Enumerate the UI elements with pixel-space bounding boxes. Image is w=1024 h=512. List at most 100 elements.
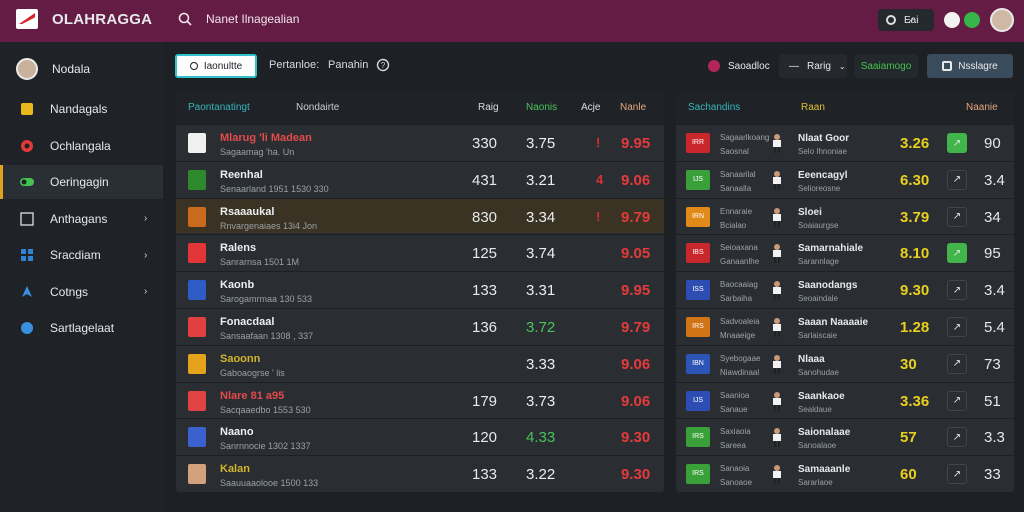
team-name[interactable]: Nlare 81 a95 (220, 389, 285, 402)
search-icon[interactable] (178, 12, 192, 26)
select-toggle-button[interactable]: ↗ (947, 464, 967, 485)
table-row[interactable]: IRN Ennaraie Bcialao Sloei Soaiaurgse 3.79 ↗ 34 (676, 197, 1014, 233)
table-row[interactable]: IJS Saanioa Sanaue Saankaoe Sealdaue 3.36 ↗ 51 (676, 381, 1014, 417)
select-toggle-button[interactable]: ↗ (947, 390, 967, 411)
table-row[interactable]: Kaonb Sarogamrmaa 130 533 133 3.31 9.95 (176, 271, 664, 306)
name-value: 95 (984, 245, 1001, 263)
col-points[interactable]: Naonis (526, 102, 558, 113)
col-value[interactable]: Nanle (620, 102, 647, 113)
team-name[interactable]: Mlarug 'li Madean (220, 132, 312, 144)
select-toggle-button[interactable]: ↗ (947, 280, 967, 301)
sidebar-item-4[interactable]: Sracdiam › (0, 238, 163, 272)
col-club[interactable]: Sachandins (688, 102, 741, 113)
arrow-icon: ↗ (952, 358, 962, 370)
select-toggle-button[interactable]: ↗ (947, 206, 967, 227)
col-rank[interactable]: Raan (801, 102, 825, 113)
table-row[interactable]: IRR Sagaarlkoang Saosnal Nlaat Goor Selo Ihn… (676, 124, 1014, 159)
rank-value: 3.36 (900, 392, 930, 410)
arrow-icon: ↗ (952, 211, 962, 223)
team-name[interactable]: Kalan (220, 463, 250, 476)
col-age[interactable]: Acje (581, 102, 601, 113)
player-name[interactable]: Eeencagyl (798, 169, 848, 181)
brand-name[interactable]: OLAHRAGGA (52, 11, 153, 28)
club-code: IJS (686, 169, 710, 190)
status-toggle[interactable] (944, 9, 980, 31)
player-icon (773, 391, 781, 411)
chevron-down-icon[interactable]: › (144, 286, 148, 297)
player-name[interactable]: Saanodangs (798, 280, 858, 292)
filter-button[interactable]: Saaiamogo (854, 54, 918, 78)
table-row[interactable]: Fonacdaal Sansaafaan 1308 , 337 136 3.72 9.7… (176, 308, 664, 343)
search-input[interactable]: Nanet Ilnagealian (206, 12, 300, 26)
select-toggle-button[interactable]: ↗ (947, 243, 967, 264)
sidebar-item-label: Sartlagelaat (50, 321, 115, 335)
select-toggle-button[interactable]: ↗ (947, 317, 967, 337)
table-row[interactable]: IRS Sanaoia Sanoaoe Samaaanle Sararlaoe 60 ↗ 33 (676, 455, 1014, 490)
table-row[interactable]: IBS Seioaxana Ganaanlhe Samarnahiale Sarannl… (676, 234, 1014, 269)
chevron-down-icon[interactable]: › (144, 249, 148, 261)
name-value: 34 (984, 208, 1001, 226)
table-row[interactable]: Ralens Sanrarnsa 1501 1M 125 3.74 9.05 (176, 234, 664, 269)
player-name[interactable]: Sloei (798, 206, 822, 218)
table-row[interactable]: Mlarug 'li Madean Sagaamag 'ha. Un 330 3.75… (176, 124, 664, 159)
sidebar-item-6[interactable]: Sartlagelaat (0, 311, 163, 345)
sidebar-item-5[interactable]: Cotngs › (0, 275, 163, 309)
ranking-dropdown[interactable]: — Rarig ⌄ (779, 54, 847, 78)
player-name[interactable]: Saionalaae (798, 427, 851, 439)
team-name[interactable]: Ralens (220, 242, 257, 255)
table-row[interactable]: Kalan Saauuaaolooe 1500 133 133 3.22 9.30 (176, 455, 664, 490)
table-row[interactable]: ISS Baocaaiag Sarbaiha Saanodangs Seoaindale… (676, 271, 1014, 306)
settings-button[interactable]: Nsslagre (927, 54, 1013, 78)
table-row[interactable]: Saoonn Gaboaogrse ' lis 3.33 9.06 (176, 344, 664, 380)
brand-logo-icon[interactable] (16, 9, 38, 29)
player-name[interactable]: Saaan Naaaaie (798, 317, 869, 328)
col-name[interactable]: Naanie (966, 102, 998, 113)
alert-mark: 4 (596, 171, 604, 187)
team-name[interactable]: Naano (220, 426, 254, 439)
table-row[interactable]: Reenhal Senaarland 1951 1530 330 431 3.21 4 9… (176, 160, 664, 196)
team-crest-icon (188, 464, 206, 485)
team-name[interactable]: Kaonb (220, 279, 255, 292)
help-icon[interactable]: ? (376, 58, 390, 72)
sidebar-item-2[interactable]: Oeringagin (0, 165, 163, 199)
table-row[interactable]: Rsaaaukal Rnvargenaiaes 13i4 Jon 830 3.34! 9… (176, 197, 664, 233)
player-name[interactable]: Samarnahiale (798, 243, 864, 255)
select-toggle-button[interactable]: ↗ (947, 133, 967, 153)
col-form[interactable]: Nondairte (296, 102, 340, 113)
chevron-down-icon[interactable]: › (144, 213, 148, 224)
sort-select[interactable]: Saoadloc (704, 54, 774, 78)
team-name[interactable]: Fonacdaal (220, 316, 275, 328)
sidebar-item-1[interactable]: Ochlangala (0, 129, 163, 163)
rank-value: 3.79 (900, 208, 930, 226)
dash-icon: — (789, 60, 799, 72)
toggle-off-icon (944, 12, 960, 28)
sidebar-item-0[interactable]: Nandagals (0, 92, 163, 126)
select-toggle-button[interactable]: ↗ (947, 353, 967, 374)
table-row[interactable]: Nlare 81 a95 Sacqaaedbo 1553 530 179 3.73 9.… (176, 381, 664, 417)
table-row[interactable]: IJS Sanaarilal Sanaalla Eeencagyl Selioreosn… (676, 160, 1014, 196)
team-name[interactable]: Rsaaaukal (220, 205, 275, 218)
player-name[interactable]: Nlaat Goor (798, 133, 850, 144)
select-toggle-button[interactable]: ↗ (947, 169, 967, 190)
team-sub: Sanrarnsa 1501 1M (220, 257, 300, 268)
player-name[interactable]: Saankaoe (798, 390, 845, 402)
sidebar-user[interactable]: Nodala (16, 58, 90, 80)
team-name[interactable]: Reenhal (220, 168, 263, 181)
club-line1: Saxiaoia (720, 427, 751, 437)
pen-label[interactable]: Panahin (328, 59, 369, 71)
sidebar-item-3[interactable]: Anthagans › (0, 202, 163, 236)
table-row[interactable]: IBN Syebogaae Niawdinaal Nlaaa Sanohudae 30 ↗ 7… (676, 344, 1014, 380)
rank-value: 30 (900, 355, 917, 373)
table-row[interactable]: Naano Sanrnnocie 1302 1337 120 4.33 9.30 (176, 418, 664, 453)
player-name[interactable]: Samaaanle (798, 464, 851, 476)
table-row[interactable]: IRS Saxiaoia Sareea Saionalaae Sanoalaoe 57 ↗ 3… (676, 418, 1014, 453)
theme-pill[interactable]: E̷ai (878, 9, 934, 31)
user-avatar[interactable] (990, 8, 1014, 32)
table-row[interactable]: IRS Sadvoaleia Mnaaeige Saaan Naaaaie Sarlai… (676, 308, 1014, 343)
col-rating[interactable]: Raig (478, 102, 499, 113)
overview-button[interactable]: Iaonultte (175, 54, 257, 78)
col-team[interactable]: Paontanatingt (188, 102, 250, 113)
select-toggle-button[interactable]: ↗ (947, 427, 967, 448)
player-name[interactable]: Nlaaa (798, 353, 825, 365)
team-name[interactable]: Saoonn (220, 352, 261, 365)
